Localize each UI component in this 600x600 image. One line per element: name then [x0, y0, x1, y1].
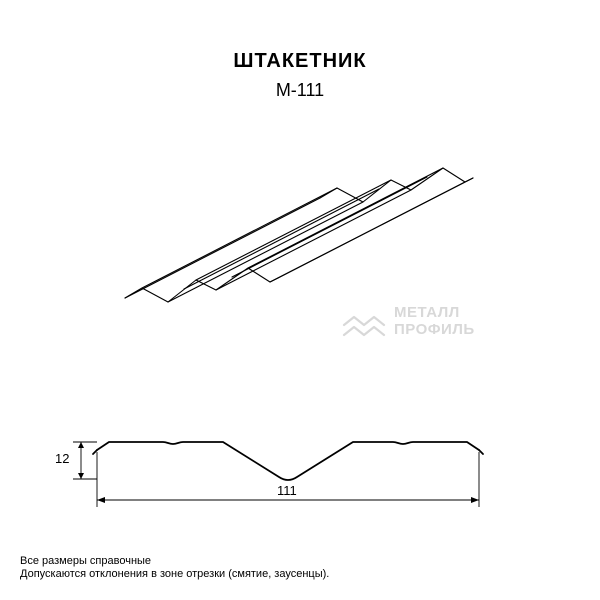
brand-line2: ПРОФИЛЬ — [394, 321, 475, 338]
iso-svg — [120, 130, 480, 320]
footnote-line-1: Все размеры справочные — [20, 555, 329, 569]
brand-watermark-text: МЕТАЛЛПРОФИЛЬ — [394, 305, 475, 338]
footnote-line-2: Допускаются отклонения в зоне отрезки (с… — [20, 568, 329, 582]
dimension-height-label: 12 — [55, 451, 69, 466]
page: ШТАКЕТНИК М-111 — [0, 0, 600, 600]
dimension-width-label: 111 — [277, 483, 297, 498]
brand-watermark: МЕТАЛЛПРОФИЛЬ — [340, 305, 475, 350]
product-title: ШТАКЕТНИК — [0, 50, 600, 73]
brand-line1: МЕТАЛЛ — [394, 304, 460, 321]
isometric-drawing — [120, 130, 480, 325]
product-model: М-111 — [0, 80, 600, 101]
profile-svg — [55, 395, 555, 525]
brand-logo-icon — [340, 305, 386, 350]
footnote: Все размеры справочные Допускаются откло… — [20, 555, 329, 583]
cross-section-drawing: 12 111 — [55, 395, 555, 530]
